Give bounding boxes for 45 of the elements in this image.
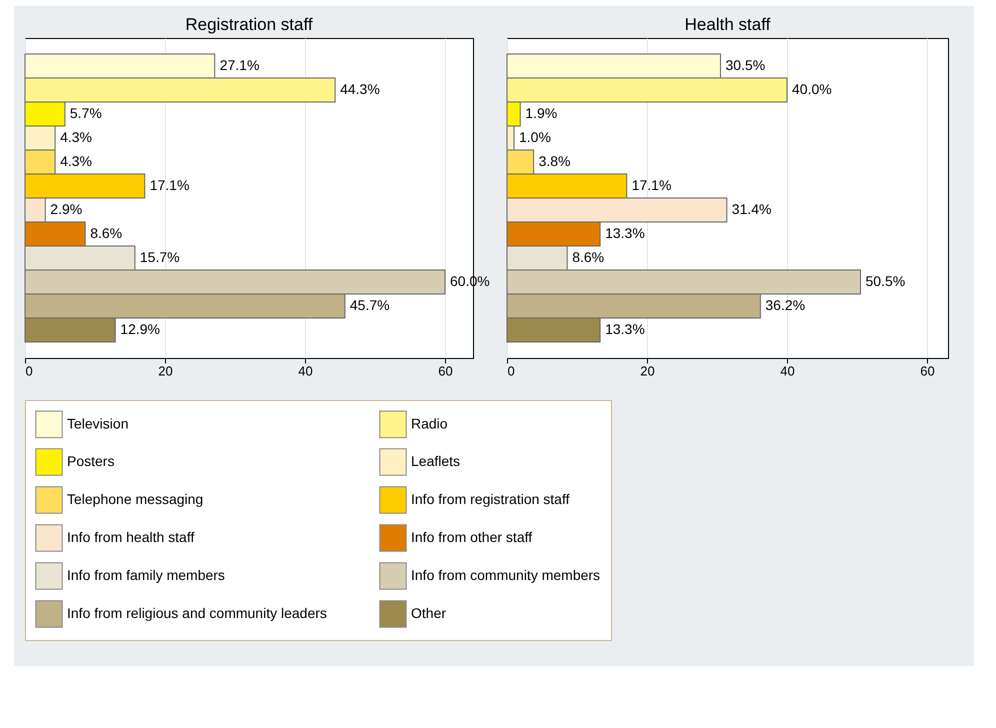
data-label: 36.2% xyxy=(765,297,806,313)
legend-label: Info from other staff xyxy=(411,529,532,545)
legend-label: Info from family members xyxy=(67,567,225,583)
data-label: 13.3% xyxy=(605,225,645,241)
data-label: 13.3% xyxy=(605,321,645,337)
data-label: 31.4% xyxy=(732,201,772,217)
data-label: 17.1% xyxy=(632,177,672,193)
x-tick-label: 60 xyxy=(438,364,453,378)
data-label: 1.0% xyxy=(519,129,551,145)
x-tick-label: 60 xyxy=(920,364,935,378)
data-label: 4.3% xyxy=(60,153,92,169)
legend-label: Leaflets xyxy=(411,453,460,469)
data-label: 17.1% xyxy=(150,177,190,193)
data-label: 44.3% xyxy=(340,81,380,97)
data-label: 4.3% xyxy=(60,129,92,145)
legend-label: Info from health staff xyxy=(67,529,194,545)
data-label: 5.7% xyxy=(70,105,102,121)
x-tick-label: 20 xyxy=(640,364,655,378)
legend-label: Info from community members xyxy=(411,567,600,583)
data-label: 1.9% xyxy=(525,105,558,121)
legend-label: Posters xyxy=(67,453,114,469)
data-label: 15.7% xyxy=(140,249,180,265)
x-tick-label: 40 xyxy=(298,364,313,378)
chart-title: Health staff xyxy=(684,15,771,34)
data-label: 12.9% xyxy=(120,321,160,337)
data-label: 27.1% xyxy=(220,57,260,73)
x-tick-label: 0 xyxy=(508,364,515,378)
x-tick-label: 0 xyxy=(26,364,33,378)
legend-label: Radio xyxy=(411,415,448,432)
data-label: 2.9% xyxy=(50,201,82,217)
data-label: 40.0% xyxy=(792,81,832,97)
legend-label: Telephone messaging xyxy=(67,491,204,507)
data-label: 50.5% xyxy=(866,273,906,289)
legend-label: Info from registration staff xyxy=(411,491,570,507)
legend-label: Television xyxy=(67,415,128,432)
legend-label: Other xyxy=(411,605,446,621)
data-label: 8.6% xyxy=(572,249,604,265)
legend-label: Info from religious and community leaders xyxy=(67,605,327,621)
data-label: 30.5% xyxy=(726,57,766,73)
chart-title: Registration staff xyxy=(185,15,313,34)
data-label: 8.6% xyxy=(90,225,122,241)
x-tick-label: 40 xyxy=(780,364,795,378)
x-tick-label: 20 xyxy=(158,364,173,378)
data-label: 45.7% xyxy=(350,297,390,313)
data-label: 3.8% xyxy=(538,153,571,169)
